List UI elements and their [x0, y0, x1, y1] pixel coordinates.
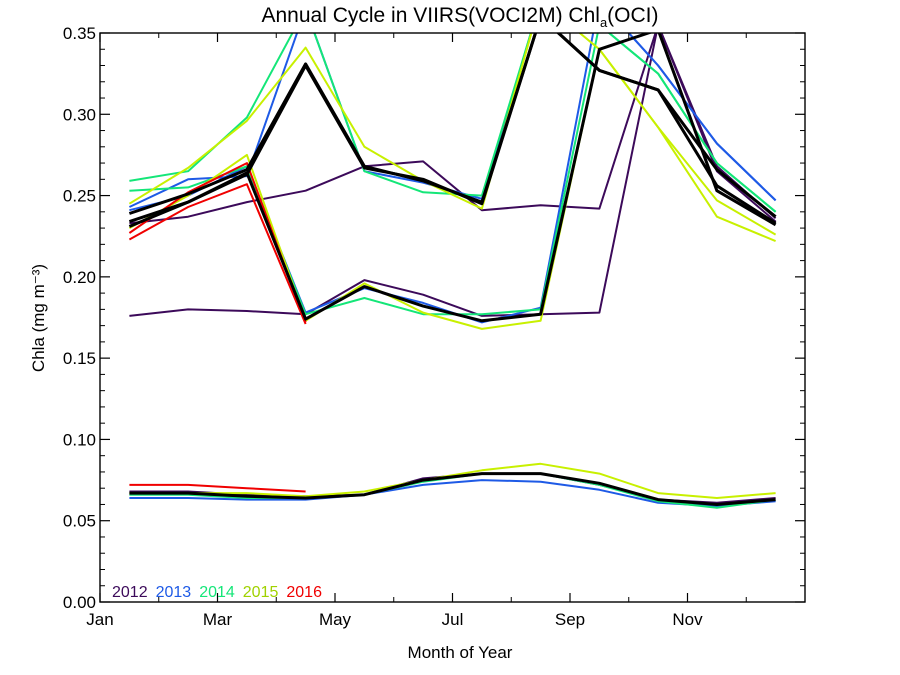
axis-layer: Jan Mar May Jul Sep Nov 0.00 0.05 0.10 0.15 0.20 0.… — [63, 24, 805, 629]
series-line-2015-10 — [128, 48, 776, 330]
chart-title-suffix: (OCI) — [607, 4, 658, 27]
series-line-2012-1 — [129, 33, 777, 317]
legend-label-2014: 2014 — [199, 584, 235, 601]
series-line-mean-17 — [128, 33, 777, 323]
x-tick-label: Nov — [672, 610, 703, 629]
series-line-2016-13 — [128, 183, 307, 325]
legend-label-2013: 2013 — [156, 584, 192, 601]
chart-title-main: Annual Cycle in VIIRS(VOCI2M) Chl — [261, 4, 599, 27]
y-tick-label: 0.35 — [63, 24, 96, 43]
x-tick-label: Sep — [555, 610, 585, 629]
series-line-2015-9 — [128, 33, 777, 236]
y-tick-label: 0.05 — [63, 512, 96, 531]
chart-title-subscript: a — [600, 15, 608, 30]
series-line-2016-14 — [129, 483, 306, 493]
legend-labels: 2012 2013 2014 2015 2016 — [112, 584, 322, 601]
y-axis-label: Chla (mg m⁻³) — [29, 264, 48, 372]
x-tick-label: Jul — [442, 610, 464, 629]
y-tick-label: 0.10 — [63, 430, 96, 449]
plot-frame — [99, 32, 806, 603]
chart-title: Annual Cycle in VIIRS(VOCI2M) Chla(OCI) — [261, 4, 658, 30]
y-tick-label: 0.00 — [63, 593, 96, 612]
x-tick-label: May — [319, 610, 352, 629]
x-tick-label: Jan — [86, 610, 113, 629]
y-tick-label: 0.30 — [63, 105, 96, 124]
y-tick-label: 0.15 — [63, 349, 96, 368]
series-line-2013-5 — [129, 479, 776, 508]
legend-label-2012: 2012 — [112, 584, 148, 601]
series-line-2015-11 — [129, 462, 776, 499]
legend-label-2015: 2015 — [243, 584, 279, 601]
legend-label-2016: 2016 — [286, 584, 322, 601]
series-line-2013-4 — [129, 33, 777, 324]
series-line-mean-18 — [129, 472, 776, 506]
series-layer — [128, 33, 777, 509]
y-tick-label: 0.20 — [63, 268, 96, 287]
x-tick-label: Mar — [203, 610, 233, 629]
y-tick-label: 0.25 — [63, 187, 96, 206]
legend: 2012 2013 2014 2015 2016 — [112, 584, 322, 601]
x-axis-label: Month of Year — [408, 643, 513, 662]
